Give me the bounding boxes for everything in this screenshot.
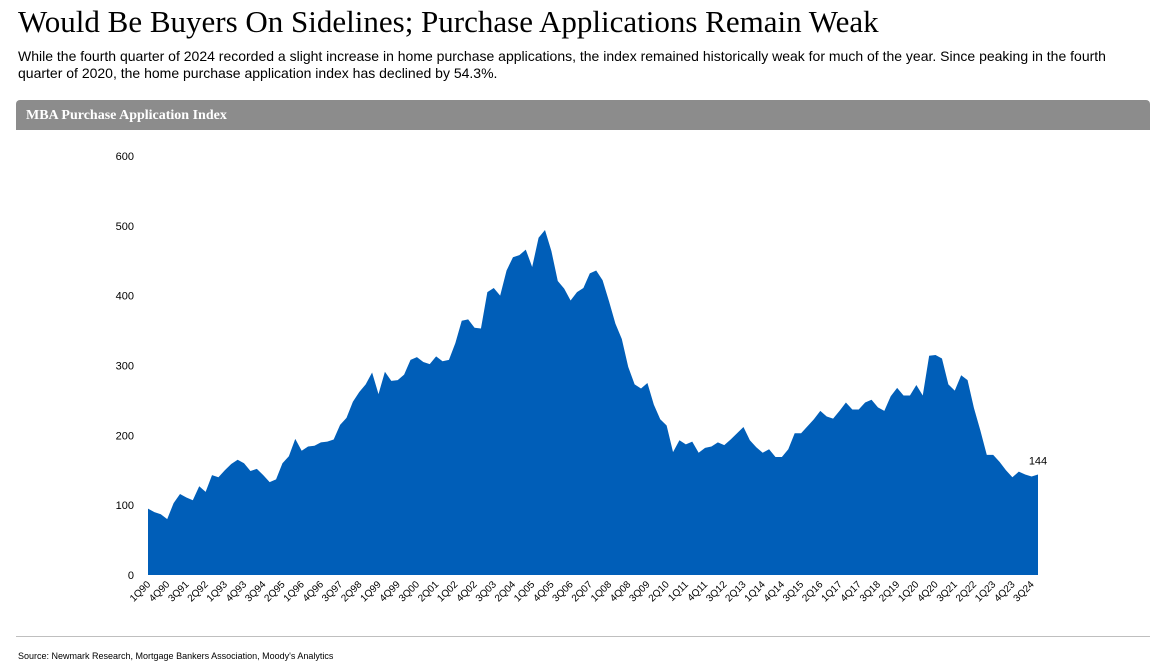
x-tick-label: 3Q97 — [320, 579, 345, 604]
x-tick-label: 3Q91 — [166, 579, 191, 604]
x-tick-label: 2Q07 — [570, 579, 595, 604]
x-tick-label: 4Q20 — [916, 579, 941, 604]
x-tick-label: 4Q99 — [378, 579, 403, 604]
chart-panel-title: MBA Purchase Application Index — [26, 108, 227, 123]
x-tick-label: 1Q96 — [282, 579, 307, 604]
page-subtitle: While the fourth quarter of 2024 recorde… — [18, 48, 1106, 81]
x-tick-label: 4Q17 — [839, 579, 864, 604]
y-tick-label: 300 — [116, 361, 134, 373]
x-tick-label: 3Q94 — [243, 579, 268, 604]
x-axis: 1Q904Q903Q912Q921Q934Q933Q942Q951Q964Q96… — [128, 579, 1037, 604]
y-axis: 0 100 200 300 400 500 600 — [116, 151, 134, 582]
x-tick-label: 4Q93 — [224, 579, 249, 604]
y-tick-label: 600 — [116, 151, 134, 163]
x-tick-label: 3Q06 — [551, 579, 576, 604]
x-tick-label: 2Q01 — [416, 579, 441, 604]
x-tick-label: 1Q20 — [896, 579, 921, 604]
x-tick-label: 4Q90 — [147, 579, 172, 604]
x-tick-label: 3Q03 — [474, 579, 499, 604]
x-tick-label: 4Q23 — [992, 579, 1017, 604]
x-tick-label: 2Q22 — [954, 579, 979, 604]
x-tick-label: 4Q14 — [762, 579, 787, 604]
source-note: Source: Newmark Research, Mortgage Banke… — [18, 651, 334, 661]
x-tick-label: 3Q15 — [781, 579, 806, 604]
x-tick-label: 2Q98 — [339, 579, 364, 604]
y-tick-label: 400 — [116, 291, 134, 303]
x-tick-label: 1Q23 — [973, 579, 998, 604]
x-tick-label: 4Q96 — [301, 579, 326, 604]
x-tick-label: 2Q13 — [724, 579, 749, 604]
x-tick-label: 3Q00 — [397, 579, 422, 604]
y-tick-label: 500 — [116, 221, 134, 233]
x-tick-label: 3Q24 — [1012, 579, 1037, 604]
footer-divider — [16, 636, 1150, 637]
x-tick-label: 2Q04 — [493, 579, 518, 604]
x-tick-label: 1Q11 — [666, 579, 691, 604]
x-tick-label: 2Q19 — [877, 579, 902, 604]
x-tick-label: 1Q17 — [820, 579, 845, 604]
purchase-index-chart: 0 100 200 300 400 500 600 1Q904Q903Q912Q921Q93… — [116, 151, 1048, 604]
x-tick-label: 1Q08 — [589, 579, 614, 604]
x-tick-label: 2Q95 — [263, 579, 288, 604]
x-tick-label: 3Q09 — [627, 579, 652, 604]
x-tick-label: 1Q02 — [435, 579, 460, 604]
x-tick-label: 4Q02 — [455, 579, 480, 604]
x-tick-label: 1Q14 — [743, 579, 768, 604]
x-tick-label: 4Q08 — [608, 579, 633, 604]
x-tick-label: 1Q99 — [359, 579, 384, 604]
x-tick-label: 3Q12 — [704, 579, 729, 604]
x-tick-label: 3Q21 — [935, 579, 960, 604]
x-tick-label: 3Q18 — [858, 579, 883, 604]
x-tick-label: 2Q16 — [800, 579, 825, 604]
x-tick-label: 2Q10 — [647, 579, 672, 604]
x-tick-label: 1Q05 — [512, 579, 537, 604]
area-series — [148, 230, 1038, 575]
x-tick-label: 4Q05 — [531, 579, 556, 604]
y-tick-label: 100 — [116, 500, 134, 512]
x-tick-label: 1Q90 — [128, 579, 153, 604]
page-title: Would Be Buyers On Sidelines; Purchase A… — [18, 4, 879, 39]
y-tick-label: 0 — [128, 570, 134, 582]
x-tick-label: 1Q93 — [205, 579, 230, 604]
y-tick-label: 200 — [116, 430, 134, 442]
x-tick-label: 2Q92 — [186, 579, 211, 604]
chart-panel-header: MBA Purchase Application Index — [16, 100, 1150, 130]
last-value-label: 144 — [1029, 455, 1047, 467]
